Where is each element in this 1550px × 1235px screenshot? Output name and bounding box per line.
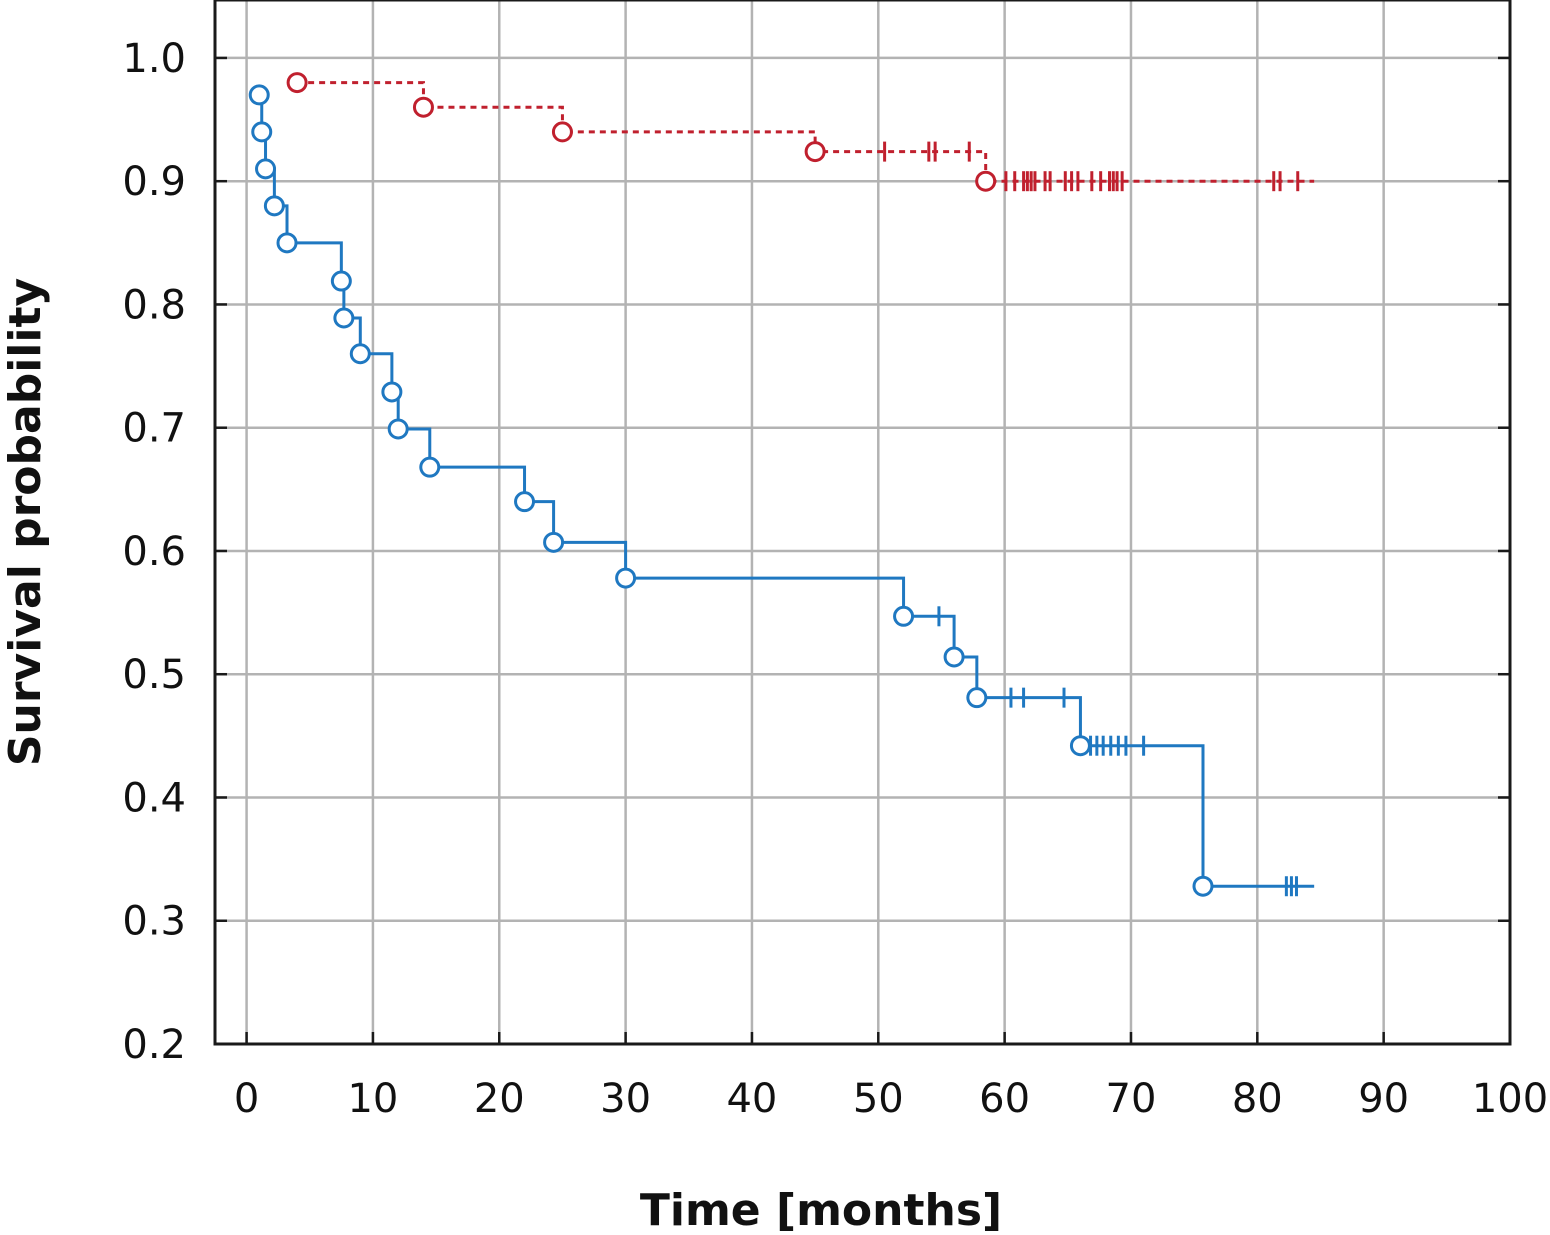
x-tick-label: 90 (1358, 1076, 1409, 1122)
x-tick-label: 10 (347, 1076, 398, 1122)
y-axis-title: Survival probability (0, 278, 51, 766)
x-tick-label: 40 (726, 1076, 777, 1122)
series-1-event-marker (330, 270, 352, 292)
y-tick-label: 0.8 (122, 282, 186, 328)
x-tick-label: 50 (853, 1076, 904, 1122)
x-tick-label: 60 (979, 1076, 1030, 1122)
series-1-event-marker (349, 343, 371, 365)
series-0-event-marker (804, 141, 826, 163)
series-1-event-marker (514, 491, 536, 513)
x-tick-label: 100 (1472, 1076, 1548, 1122)
y-tick-label: 0.5 (122, 652, 186, 698)
y-tick-label: 0.4 (122, 775, 186, 821)
series-0-event-marker (412, 96, 434, 118)
series-1-event-marker (263, 195, 285, 217)
x-tick-label: 20 (474, 1076, 525, 1122)
series-1-event-marker (1192, 875, 1214, 897)
series-0-event-marker (551, 121, 573, 143)
y-tick-label: 0.9 (122, 159, 186, 205)
y-tick-labels: 0.2 0.3 0.4 0.5 0.6 0.7 0.8 0.9 1.0 (122, 36, 186, 1068)
series-0-line (297, 81, 1315, 183)
series-1 (248, 84, 1315, 897)
series-1-event-marker (251, 121, 273, 143)
series-1-event-marker (276, 232, 298, 254)
x-tick-labels: 0 10 20 30 40 50 60 70 80 90 100 (234, 1076, 1548, 1122)
series-1-event-marker (943, 646, 965, 668)
series-1-event-marker (255, 158, 277, 180)
series-1-event-marker (893, 605, 915, 627)
y-tick-label: 1.0 (122, 36, 186, 82)
x-tick-label: 70 (1106, 1076, 1157, 1122)
series-0-event-marker (286, 72, 308, 94)
series-1-line (259, 93, 1315, 888)
series-1-event-marker (543, 531, 565, 553)
x-tick-label: 80 (1232, 1076, 1283, 1122)
series-0 (286, 72, 1315, 192)
y-tick-label: 0.2 (122, 1022, 186, 1068)
x-tick-label: 0 (234, 1076, 259, 1122)
tick-marks (215, 56, 1512, 1046)
series-layer (248, 72, 1315, 897)
series-1-event-marker (966, 687, 988, 709)
series-0-event-marker (975, 170, 997, 192)
series-1-event-marker (387, 418, 409, 440)
plot-frame (213, 0, 1512, 1046)
grid (215, 0, 1512, 1046)
x-tick-label: 30 (600, 1076, 651, 1122)
series-1-event-marker (381, 381, 403, 403)
series-1-event-marker (615, 567, 637, 589)
series-1-event-marker (248, 84, 270, 106)
x-axis-title: Time [months] (640, 1185, 1002, 1235)
y-tick-label: 0.6 (122, 529, 186, 575)
y-tick-label: 0.7 (122, 406, 186, 452)
series-1-event-marker (1069, 735, 1091, 757)
series-1-event-marker (333, 307, 355, 329)
series-1-event-marker (419, 456, 441, 478)
y-tick-label: 0.3 (122, 899, 186, 945)
